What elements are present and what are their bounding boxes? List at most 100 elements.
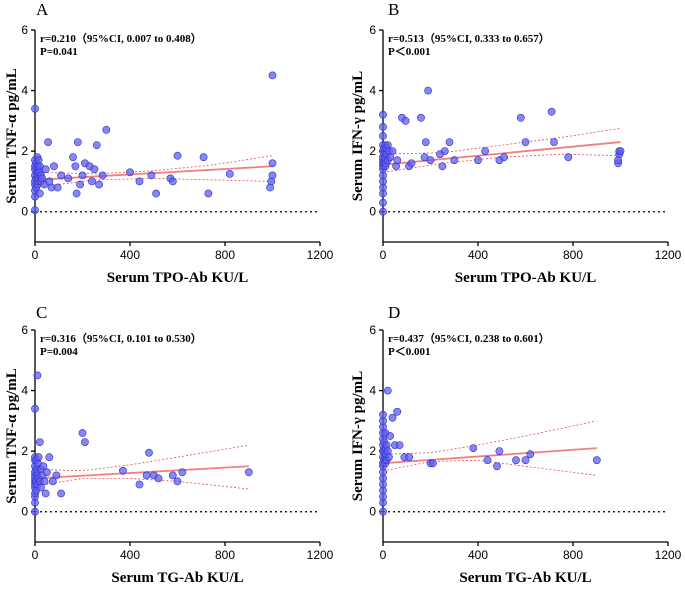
stats-correlation: r=0.316（95%CI, 0.101 to 0.530） [40, 332, 202, 345]
y-tick-label: 4 [21, 84, 28, 98]
data-point [388, 413, 397, 422]
data-point [50, 162, 58, 171]
data-point [401, 117, 410, 125]
y-tick-label: 0 [21, 505, 28, 519]
data-point [379, 207, 387, 216]
data-point [445, 138, 454, 146]
y-tick-label: 6 [21, 23, 28, 37]
data-point [268, 171, 277, 180]
data-point [405, 453, 413, 462]
data-point [92, 141, 101, 149]
data-point [384, 453, 393, 462]
data-point [393, 156, 402, 165]
data-point [204, 189, 213, 198]
data-point [69, 153, 77, 162]
data-point [417, 113, 425, 122]
data-point [547, 107, 556, 116]
x-tick-label: 400 [468, 548, 488, 562]
data-point [168, 177, 177, 186]
data-point [78, 171, 87, 180]
data-point [44, 138, 52, 146]
data-point [88, 177, 96, 186]
y-tick-label: 6 [369, 323, 376, 337]
data-point [268, 159, 277, 168]
data-point [395, 441, 404, 449]
data-point [388, 147, 397, 155]
data-point [379, 198, 387, 207]
data-point [428, 459, 437, 468]
y-axis-label: Serum IFN-γ pg/mL [350, 371, 366, 501]
data-point [81, 438, 89, 446]
stats-p-value: P＜0.001 [388, 46, 430, 58]
data-point [31, 206, 39, 215]
y-tick-label: 0 [369, 505, 376, 519]
y-tick-label: 0 [21, 205, 28, 219]
y-axis-label: Serum TNF-α pg/mL [4, 368, 20, 504]
data-point [495, 447, 504, 455]
data-point [616, 147, 625, 155]
data-point [379, 123, 387, 131]
data-point [407, 159, 416, 168]
x-tick-label: 0 [380, 548, 387, 562]
data-point [550, 138, 558, 146]
stats-correlation: r=0.513（95%CI, 0.333 to 0.657） [388, 32, 550, 45]
data-point [483, 456, 492, 465]
data-point [31, 404, 39, 413]
x-tick-label: 800 [563, 248, 583, 262]
stats-correlation: r=0.210（95%CI, 0.007 to 0.408） [40, 32, 202, 45]
panel-letter: B [388, 0, 399, 19]
data-point [592, 456, 601, 465]
y-tick-label: 4 [21, 384, 28, 398]
data-point [31, 104, 39, 113]
data-point [438, 162, 447, 171]
panel-a: Ar=0.210（95%CI, 0.007 to 0.408）P=0.041 0 2… [4, 0, 334, 286]
panel-d: Dr=0.437（95%CI, 0.238 to 0.601）P＜0.001 0 2… [350, 303, 682, 586]
y-tick-label: 6 [21, 323, 28, 337]
y-tick-label: 2 [369, 144, 376, 158]
data-point [73, 138, 82, 146]
data-point [383, 386, 392, 395]
data-point [379, 507, 387, 516]
data-point [393, 407, 402, 416]
data-point [145, 448, 153, 457]
data-point [521, 456, 530, 465]
regression-line [382, 141, 621, 166]
x-tick-label: 1200 [655, 248, 682, 262]
data-point [78, 429, 87, 437]
data-point [564, 153, 573, 162]
x-tick-label: 0 [380, 248, 387, 262]
stats-p-value: P=0.004 [40, 346, 78, 358]
data-point [45, 453, 54, 462]
data-point [379, 410, 387, 419]
x-tick-label: 1200 [655, 548, 682, 562]
ci-upper-curve [34, 444, 249, 472]
data-point [142, 471, 151, 480]
data-point [154, 474, 163, 483]
data-point [135, 480, 144, 489]
regression-line [382, 447, 597, 465]
y-tick-label: 2 [369, 444, 376, 458]
data-point [135, 177, 144, 186]
panel-letter: C [36, 303, 47, 322]
y-axis-label: Serum IFN-γ pg/mL [350, 71, 366, 201]
data-point [72, 189, 81, 198]
data-point [521, 138, 530, 146]
x-tick-label: 0 [32, 548, 39, 562]
data-point [53, 183, 62, 192]
data-point [119, 466, 127, 475]
y-tick-label: 4 [369, 84, 376, 98]
x-tick-label: 400 [468, 248, 488, 262]
data-point [173, 477, 182, 486]
ci-lower-curve [382, 153, 621, 173]
panel-letter: D [388, 303, 400, 322]
data-point [516, 113, 525, 122]
y-tick-label: 2 [21, 144, 28, 158]
data-point [40, 477, 49, 486]
y-tick-label: 0 [369, 205, 376, 219]
data-point [268, 71, 277, 80]
x-tick-label: 0 [32, 248, 39, 262]
data-point [481, 147, 489, 155]
data-point [526, 450, 535, 459]
data-point [244, 468, 253, 477]
data-point [152, 189, 160, 198]
